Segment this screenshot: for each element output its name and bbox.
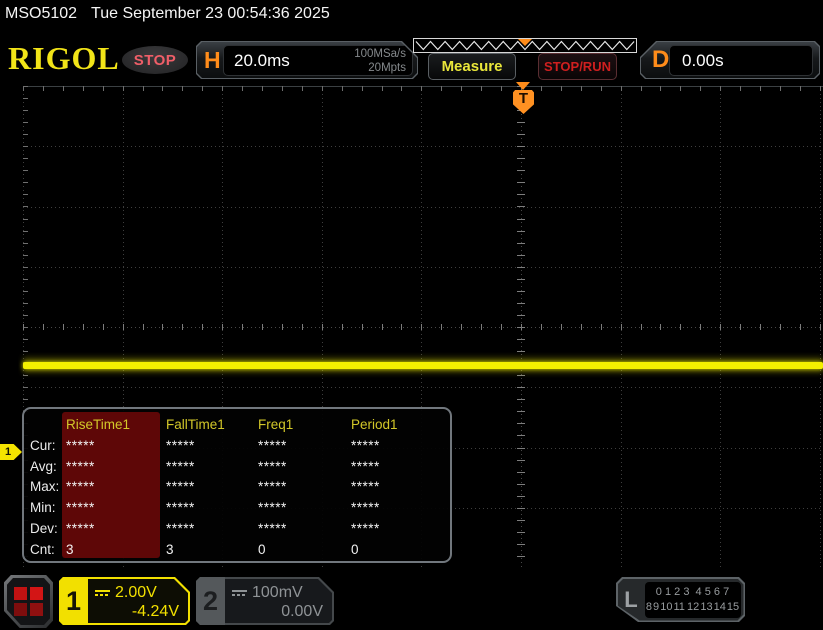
- measurement-value: 3: [166, 541, 175, 557]
- measurement-value: *****: [258, 437, 287, 453]
- measurement-value: *****: [351, 521, 380, 537]
- measurement-value: *****: [66, 500, 95, 516]
- timebase-value: 20.0ms: [234, 50, 290, 70]
- measurement-value: *****: [351, 458, 380, 474]
- measurement-column-period[interactable]: Period1: [351, 416, 398, 432]
- channel2-settings: 100mV 0.00V: [225, 579, 332, 623]
- measurement-column-freq[interactable]: Freq1: [258, 416, 294, 432]
- channel1-trace: [23, 362, 823, 369]
- model-name: MSO5102: [5, 5, 78, 22]
- measurement-value: *****: [166, 521, 195, 537]
- measurement-column-falltime[interactable]: FallTime1: [166, 416, 225, 432]
- measurement-value: 0: [351, 541, 360, 557]
- channel1-offset: -4.24V: [131, 603, 179, 620]
- channel2-scale: 100mV: [252, 584, 303, 601]
- logic-row-2: 8 9 10 11 12 13 14 15: [645, 600, 740, 613]
- measurement-value: *****: [258, 479, 287, 495]
- measurement-value: *****: [166, 437, 195, 453]
- dc-coupling-icon: [232, 590, 247, 596]
- measurement-row-label: Cur:: [30, 437, 56, 453]
- logic-block-bg: L 0 1 2 3 4 5 6 7 8 9 10 11 12 13 14 15: [618, 579, 744, 621]
- stop-run-button[interactable]: STOP/RUN: [538, 53, 617, 80]
- logic-channel-list: 0 1 2 3 4 5 6 7 8 9 10 11 12 13 14 15: [645, 582, 741, 618]
- measurement-value: 0: [258, 541, 267, 557]
- measurement-value: *****: [166, 458, 195, 474]
- measurement-column-risetime[interactable]: RiseTime1: [66, 416, 131, 432]
- measurement-value: *****: [258, 521, 287, 537]
- measurement-value: *****: [351, 479, 380, 495]
- channel2-offset: 0.00V: [281, 603, 323, 620]
- measurement-row-label: Avg:: [30, 458, 57, 474]
- trigger-position-triangle-icon: [516, 82, 530, 90]
- logic-row-1: 0 1 2 3 4 5 6 7: [655, 586, 730, 599]
- measurement-row-label: Dev:: [30, 521, 58, 537]
- channel1-settings: 2.00V -4.24V: [88, 579, 188, 623]
- sample-rate: 100MSa/s: [354, 48, 406, 60]
- channel1-scale: 2.00V: [115, 584, 157, 601]
- measurement-value: *****: [66, 521, 95, 537]
- selected-measurement-highlight: [62, 412, 160, 558]
- measurement-panel: RiseTime1 FallTime1 Freq1 Period1 Cur: *…: [22, 407, 452, 563]
- measurement-value: *****: [258, 458, 287, 474]
- delay-panel[interactable]: D 0.00s: [640, 41, 820, 79]
- datetime: Tue September 23 00:54:36 2025: [91, 5, 330, 22]
- menu-grid-button[interactable]: [4, 575, 53, 628]
- delay-display: 0.00s: [669, 45, 813, 76]
- delay-panel-bg: D 0.00s: [641, 42, 819, 78]
- horizontal-panel[interactable]: H 20.0ms 100MSa/s 20Mpts: [196, 41, 418, 79]
- rigol-logo: RIGOL: [8, 40, 120, 76]
- info-bar: MSO5102 Tue September 23 00:54:36 2025: [5, 5, 330, 23]
- measurement-corner: [28, 413, 64, 435]
- horizontal-label: H: [204, 46, 221, 73]
- channel1-level-marker[interactable]: 1: [0, 444, 22, 460]
- measurement-value: *****: [166, 479, 195, 495]
- channel2-number: 2: [196, 577, 225, 625]
- logic-label: L: [624, 586, 638, 612]
- channel1-number: 1: [59, 577, 88, 625]
- measurement-value: *****: [258, 500, 287, 516]
- measurement-value: *****: [66, 458, 95, 474]
- waveform-preview-icon: [415, 39, 635, 51]
- measurement-value: *****: [351, 500, 380, 516]
- acquisition-rates: 100MSa/s 20Mpts: [354, 48, 406, 75]
- channel1-status-block[interactable]: 1 2.00V -4.24V: [59, 577, 190, 625]
- delay-value: 0.00s: [682, 50, 724, 70]
- measurement-value: 3: [66, 541, 75, 557]
- measure-button[interactable]: Measure: [428, 53, 516, 80]
- measurement-row-label: Cnt:: [30, 541, 55, 557]
- measurement-row-label: Min:: [30, 500, 56, 516]
- logic-channels-block[interactable]: L 0 1 2 3 4 5 6 7 8 9 10 11 12 13 14 15: [616, 577, 745, 622]
- measurement-value: *****: [66, 479, 95, 495]
- measurement-value: *****: [166, 500, 195, 516]
- measurement-value: *****: [66, 437, 95, 453]
- delay-label: D: [652, 46, 670, 73]
- measurement-row-label: Max:: [30, 479, 60, 495]
- timebase-display: 20.0ms 100MSa/s 20Mpts: [223, 45, 413, 76]
- horizontal-panel-bg: H 20.0ms 100MSa/s 20Mpts: [197, 42, 417, 78]
- waveform-preview-strip[interactable]: [413, 38, 637, 53]
- channel2-status-block[interactable]: 2 100mV 0.00V: [196, 577, 334, 625]
- measurement-value: *****: [351, 437, 380, 453]
- measurement-table: RiseTime1 FallTime1 Freq1 Period1 Cur: *…: [24, 409, 450, 560]
- menu-grid-icon: [7, 578, 50, 625]
- trigger-marker-icon[interactable]: T: [513, 90, 534, 114]
- dc-coupling-icon: [95, 590, 110, 596]
- run-state-badge[interactable]: STOP: [122, 46, 188, 74]
- memory-depth: 20Mpts: [368, 61, 406, 74]
